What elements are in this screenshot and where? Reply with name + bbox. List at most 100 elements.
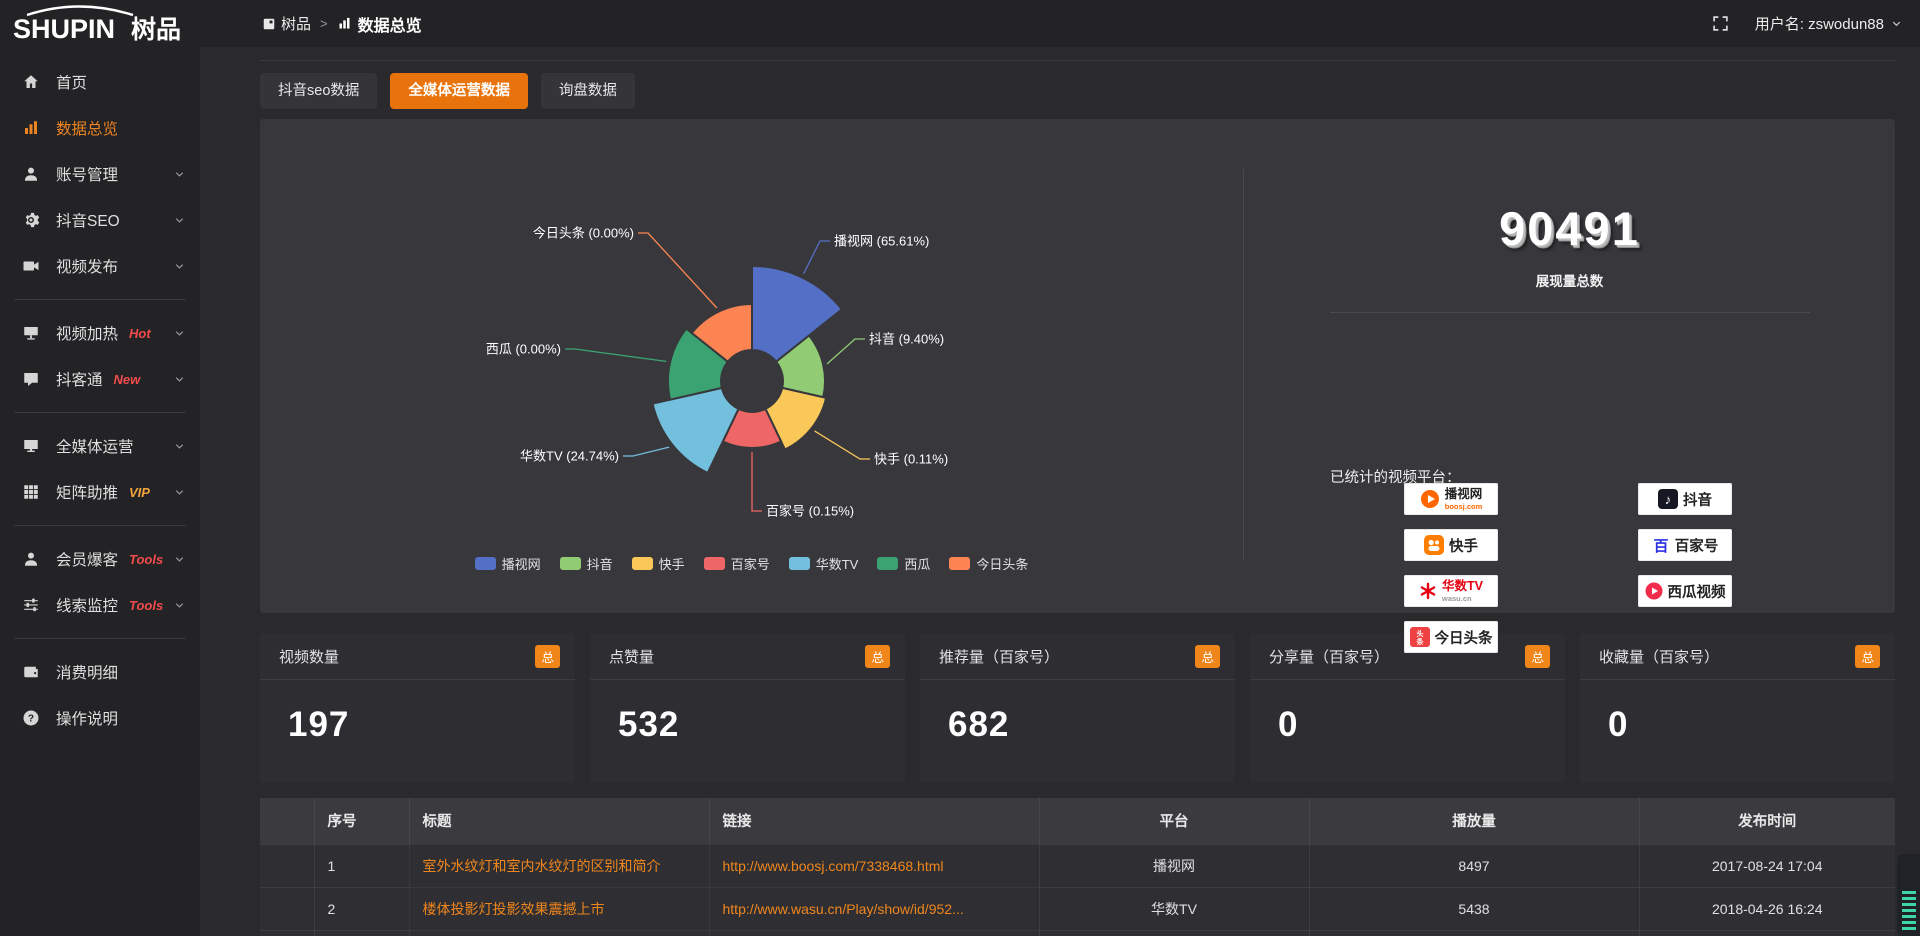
stat-value: 682 <box>948 705 1010 744</box>
sidebar-item-7[interactable]: 抖客通 New <box>0 356 200 402</box>
pie-slice-华数TV[interactable] <box>651 386 740 474</box>
stat-card-4: 分享量（百家号） 总 0 <box>1250 633 1565 783</box>
legend-item-华数TV[interactable]: 华数TV <box>788 554 858 573</box>
screen-icon <box>24 327 38 340</box>
sidebar-item-13[interactable]: ? 操作说明 <box>0 695 200 741</box>
legend-item-西瓜[interactable]: 西瓜 <box>877 554 930 573</box>
wasu-logo-icon <box>1420 582 1436 600</box>
table-header-2[interactable]: 标题 <box>408 798 710 845</box>
breadcrumb-root[interactable]: 树品 <box>262 13 311 34</box>
pie-slice-播视网[interactable] <box>751 265 843 363</box>
xigua-logo-icon <box>1645 582 1662 600</box>
sidebar-item-2[interactable]: 数据总览 <box>0 105 200 151</box>
cell-link[interactable]: http://www.boosj.com/7338468.html <box>708 844 1040 888</box>
sidebar-item-8[interactable]: 全媒体运营 <box>0 423 200 469</box>
floating-widget[interactable] <box>1897 854 1920 936</box>
svg-text:SHUPIN: SHUPIN <box>13 14 115 44</box>
chevron-down-icon <box>175 444 184 449</box>
legend-item-抖音[interactable]: 抖音 <box>559 554 613 573</box>
cell-platform <box>1038 930 1310 936</box>
sidebar-item-3[interactable]: 账号管理 <box>0 151 200 197</box>
platform-badge-华数TV: 华数TV wasu.cn <box>1404 575 1498 607</box>
sidebar-item-10[interactable]: 会员爆客 Tools <box>0 536 200 582</box>
table-header-6[interactable]: 发布时间 <box>1638 798 1895 845</box>
video-table: 序号 标题 链接 平台 播放量 发布时间 1 室外水纹灯和室内水纹灯的区别和简介 http:/… <box>260 798 1895 936</box>
table-header-4[interactable]: 平台 <box>1038 798 1310 845</box>
platforms-title: 已统计的视频平台： <box>1330 470 1461 486</box>
sidebar-item-4[interactable]: 抖音SEO <box>0 197 200 243</box>
summary-panel: 90491 展现量总数 已统计的视频平台： 播视网 boosj.com 快手 华数TV… <box>1244 119 1895 653</box>
cell-plays: 5438 <box>1308 887 1640 931</box>
user-icon <box>25 167 37 181</box>
pie-label-line <box>623 446 670 457</box>
sidebar-item-12[interactable]: 消费明细 <box>0 649 200 695</box>
stat-value: 0 <box>1278 705 1299 744</box>
cell-title[interactable]: 室外水纹灯和室内水纹灯的区别和简介 <box>408 844 710 888</box>
pie-label-line <box>803 240 830 275</box>
sidebar-divider <box>14 525 186 526</box>
cell-link[interactable] <box>708 930 1040 936</box>
table-header-3[interactable]: 链接 <box>708 798 1040 845</box>
data-tabs: 抖音seo数据 全媒体运营数据 询盘数据 <box>260 73 1895 109</box>
platform-badge-百家号: 百百家号 <box>1638 529 1732 561</box>
sidebar-item-badge: New <box>113 371 141 387</box>
monitor-icon <box>24 440 38 452</box>
tab-2[interactable]: 全媒体运营数据 <box>390 73 528 109</box>
sidebar-item-6[interactable]: 视频加热 Hot <box>0 310 200 356</box>
legend-item-百家号[interactable]: 百家号 <box>703 554 770 573</box>
pie-slice-今日头条[interactable] <box>690 303 753 363</box>
svg-text:头: 头 <box>1416 629 1423 638</box>
platform-badge-抖音: ♪ 抖音 <box>1638 483 1732 515</box>
sidebar-item-badge: Tools <box>129 551 164 567</box>
pie-slice-快手[interactable] <box>764 386 828 451</box>
header-divider <box>260 60 1895 61</box>
legend-item-快手[interactable]: 快手 <box>631 554 685 573</box>
cell-title[interactable] <box>408 930 710 936</box>
table-row-3 <box>260 930 1895 936</box>
pie-slice-西瓜[interactable] <box>667 327 729 401</box>
row-checkbox-cell <box>260 844 315 888</box>
sidebar-item-1[interactable]: 首页 <box>0 59 200 105</box>
legend-chip <box>631 557 653 570</box>
platform-name: 西瓜视频 <box>1667 584 1726 601</box>
sidebar-item-9[interactable]: 矩阵助推 VIP <box>0 469 200 515</box>
pie-label-line <box>814 430 870 460</box>
chevron-down-icon <box>175 490 184 495</box>
sidebar-divider <box>14 412 186 413</box>
user-menu[interactable]: 用户名: zswodun88 <box>1755 13 1902 34</box>
fullscreen-icon[interactable] <box>1712 15 1729 32</box>
chevron-down-icon <box>175 264 184 269</box>
platform-sub: boosj.com <box>1444 501 1483 511</box>
svg-text:♪: ♪ <box>1665 492 1672 507</box>
platform-name: 播视网 <box>1444 487 1483 501</box>
sidebar-item-label: 视频加热 <box>56 326 119 343</box>
cell-plays: 8497 <box>1308 844 1640 888</box>
tab-1[interactable]: 抖音seo数据 <box>260 73 378 109</box>
legend-item-今日头条[interactable]: 今日头条 <box>949 554 1028 573</box>
table-header-1[interactable]: 序号 <box>313 798 410 845</box>
breadcrumb-current[interactable]: 数据总览 <box>337 12 422 36</box>
cell-title[interactable]: 楼体投影灯投影效果震撼上市 <box>408 887 710 931</box>
legend-item-播视网[interactable]: 播视网 <box>474 554 541 573</box>
chevron-down-icon <box>175 172 184 177</box>
sidebar-item-5[interactable]: 视频发布 <box>0 243 200 289</box>
shupin-logo-icon: SHUPIN 树品 <box>13 4 181 44</box>
cell-link[interactable]: http://www.wasu.cn/Play/show/id/952... <box>708 887 1040 931</box>
video-icon <box>23 261 39 271</box>
legend-chip <box>949 557 971 570</box>
legend-chip <box>877 557 899 570</box>
row-checkbox-cell <box>260 930 315 936</box>
sidebar-item-badge: Tools <box>129 597 164 613</box>
platform-name: 百家号 <box>1674 538 1719 555</box>
sidebar-item-11[interactable]: 线索监控 Tools <box>0 582 200 628</box>
app-logo[interactable]: SHUPIN 树品 <box>0 0 200 47</box>
legend-label: 快手 <box>658 557 685 572</box>
stat-value: 197 <box>288 705 350 744</box>
kuaishou-logo-icon <box>1424 535 1444 555</box>
table-header-5[interactable]: 播放量 <box>1308 798 1640 845</box>
pie-slice-抖音[interactable] <box>775 334 826 399</box>
total-impressions-label: 展现量总数 <box>1535 274 1604 289</box>
svg-text:百: 百 <box>1653 538 1668 555</box>
legend-label: 播视网 <box>501 557 541 572</box>
tab-3[interactable]: 询盘数据 <box>540 73 635 109</box>
